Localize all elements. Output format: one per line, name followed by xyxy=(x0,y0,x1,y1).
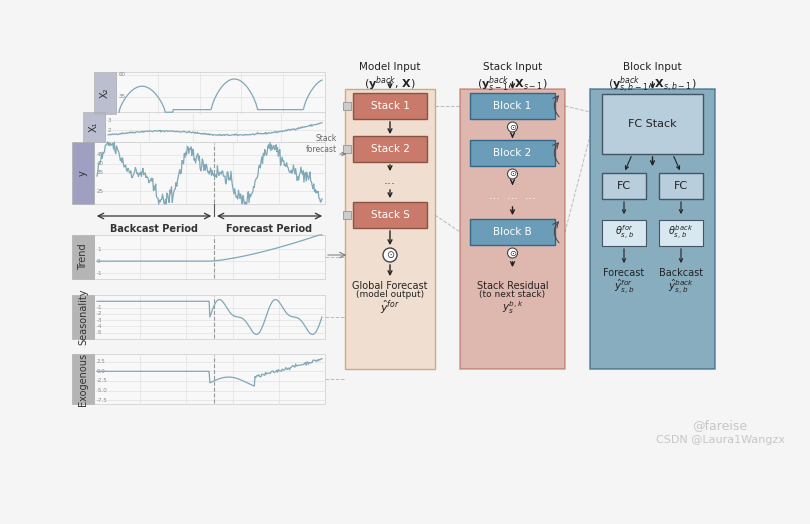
Bar xyxy=(470,93,555,119)
Text: ...: ... xyxy=(384,174,396,188)
Text: $\theta_{s,b}^{back}$: $\theta_{s,b}^{back}$ xyxy=(668,224,693,242)
Text: ⊙: ⊙ xyxy=(509,123,516,132)
Bar xyxy=(105,112,325,142)
Text: 45: 45 xyxy=(97,152,104,157)
Text: 1: 1 xyxy=(97,247,100,252)
Bar xyxy=(72,142,94,204)
Text: $\theta_{s,b}^{for}$: $\theta_{s,b}^{for}$ xyxy=(615,224,633,242)
Bar xyxy=(72,235,94,279)
Text: -4: -4 xyxy=(97,324,103,329)
Bar xyxy=(345,89,435,369)
Bar xyxy=(353,93,427,119)
Text: $y_{s}^{b,k}$: $y_{s}^{b,k}$ xyxy=(501,299,523,316)
Text: (to next stack): (to next stack) xyxy=(480,290,546,299)
Text: ($\mathbf{y}_{s,b-1}^{back}$, $\mathbf{X}_{s,b-1}$): ($\mathbf{y}_{s,b-1}^{back}$, $\mathbf{X… xyxy=(608,74,697,95)
Text: 2: 2 xyxy=(108,127,112,133)
Bar xyxy=(343,102,351,110)
Text: Block 1: Block 1 xyxy=(493,101,531,111)
Text: 35: 35 xyxy=(97,170,104,176)
Text: Stack 1: Stack 1 xyxy=(370,101,409,111)
Text: -2: -2 xyxy=(97,311,103,316)
Text: Model Input: Model Input xyxy=(360,62,420,72)
Text: 3: 3 xyxy=(108,117,112,123)
Text: 35: 35 xyxy=(119,94,126,99)
Text: ⊙: ⊙ xyxy=(386,250,394,260)
Text: ⊙: ⊙ xyxy=(509,169,516,179)
Text: -7.5: -7.5 xyxy=(97,398,108,402)
Text: ($\mathbf{y}_{s-1}^{back}$, $\mathbf{X}_{s-1}$): ($\mathbf{y}_{s-1}^{back}$, $\mathbf{X}_… xyxy=(477,74,548,94)
Text: Stack
forecast: Stack forecast xyxy=(306,134,337,154)
Text: 25: 25 xyxy=(97,189,104,194)
Bar xyxy=(353,202,427,228)
Bar xyxy=(72,354,94,404)
Bar xyxy=(602,173,646,199)
Bar xyxy=(343,211,351,219)
Text: Block B: Block B xyxy=(493,227,532,237)
Bar xyxy=(590,89,715,369)
Bar xyxy=(116,72,325,114)
Text: Stack 2: Stack 2 xyxy=(370,144,409,154)
Text: Stack S: Stack S xyxy=(370,210,409,220)
Bar xyxy=(83,112,105,142)
Bar xyxy=(343,145,351,153)
Circle shape xyxy=(508,169,518,179)
Text: Block 2: Block 2 xyxy=(493,148,531,158)
Text: Forecast: Forecast xyxy=(603,268,645,278)
Text: 2.5: 2.5 xyxy=(97,359,106,364)
Text: Forecast Period: Forecast Period xyxy=(227,224,313,234)
Text: $\hat{y}_{s,b}^{back}$: $\hat{y}_{s,b}^{back}$ xyxy=(668,277,694,296)
Bar xyxy=(94,72,116,114)
Text: 40: 40 xyxy=(97,161,104,167)
Bar xyxy=(94,354,325,404)
Text: ⊙: ⊙ xyxy=(509,248,516,257)
Circle shape xyxy=(383,248,397,262)
Text: Global Forecast: Global Forecast xyxy=(352,281,428,291)
Text: -1: -1 xyxy=(97,270,103,276)
Text: Backcast: Backcast xyxy=(659,268,703,278)
Text: y: y xyxy=(78,170,88,176)
Text: -2.5: -2.5 xyxy=(97,378,108,384)
Text: 60: 60 xyxy=(119,72,126,77)
Text: $\hat{y}_{s,b}^{for}$: $\hat{y}_{s,b}^{for}$ xyxy=(614,277,634,296)
Text: CSDN @Laura1Wangzx: CSDN @Laura1Wangzx xyxy=(655,435,785,445)
Bar xyxy=(94,142,325,204)
Bar xyxy=(94,235,325,279)
Bar xyxy=(659,173,703,199)
Circle shape xyxy=(508,122,518,132)
Text: -3: -3 xyxy=(97,318,103,323)
Text: -5: -5 xyxy=(97,330,103,335)
Bar xyxy=(470,219,555,245)
Text: ($\mathbf{y}^{back}$, $\mathbf{X}$): ($\mathbf{y}^{back}$, $\mathbf{X}$) xyxy=(364,74,416,93)
Text: (model output): (model output) xyxy=(356,290,424,299)
Text: -1: -1 xyxy=(97,305,103,310)
Text: ...  ...  ...: ... ... ... xyxy=(489,191,535,201)
Text: 0.0: 0.0 xyxy=(97,369,106,374)
Text: Block Input: Block Input xyxy=(623,62,682,72)
Text: Stack Input: Stack Input xyxy=(483,62,542,72)
Bar xyxy=(659,220,703,246)
Bar xyxy=(94,295,325,339)
Text: Trend: Trend xyxy=(78,244,88,270)
Text: 0: 0 xyxy=(97,259,100,264)
Text: Exogenous: Exogenous xyxy=(78,353,88,406)
Text: X₁: X₁ xyxy=(89,122,99,132)
Text: FC Stack: FC Stack xyxy=(629,119,677,129)
Bar xyxy=(602,94,703,154)
Text: Backcast Period: Backcast Period xyxy=(110,224,198,234)
Text: FC: FC xyxy=(617,181,631,191)
Bar xyxy=(353,136,427,162)
Text: $\hat{y}^{for}$: $\hat{y}^{for}$ xyxy=(380,299,400,317)
Circle shape xyxy=(508,248,518,258)
Bar xyxy=(470,140,555,166)
Text: Seasonality: Seasonality xyxy=(78,289,88,345)
Bar xyxy=(602,220,646,246)
Text: @fareise: @fareise xyxy=(693,420,748,432)
Text: Stack Residual: Stack Residual xyxy=(477,281,548,291)
Text: -5.0: -5.0 xyxy=(97,388,108,393)
Text: X₂: X₂ xyxy=(100,88,110,99)
Text: FC: FC xyxy=(674,181,688,191)
Bar xyxy=(460,89,565,369)
Bar xyxy=(72,295,94,339)
